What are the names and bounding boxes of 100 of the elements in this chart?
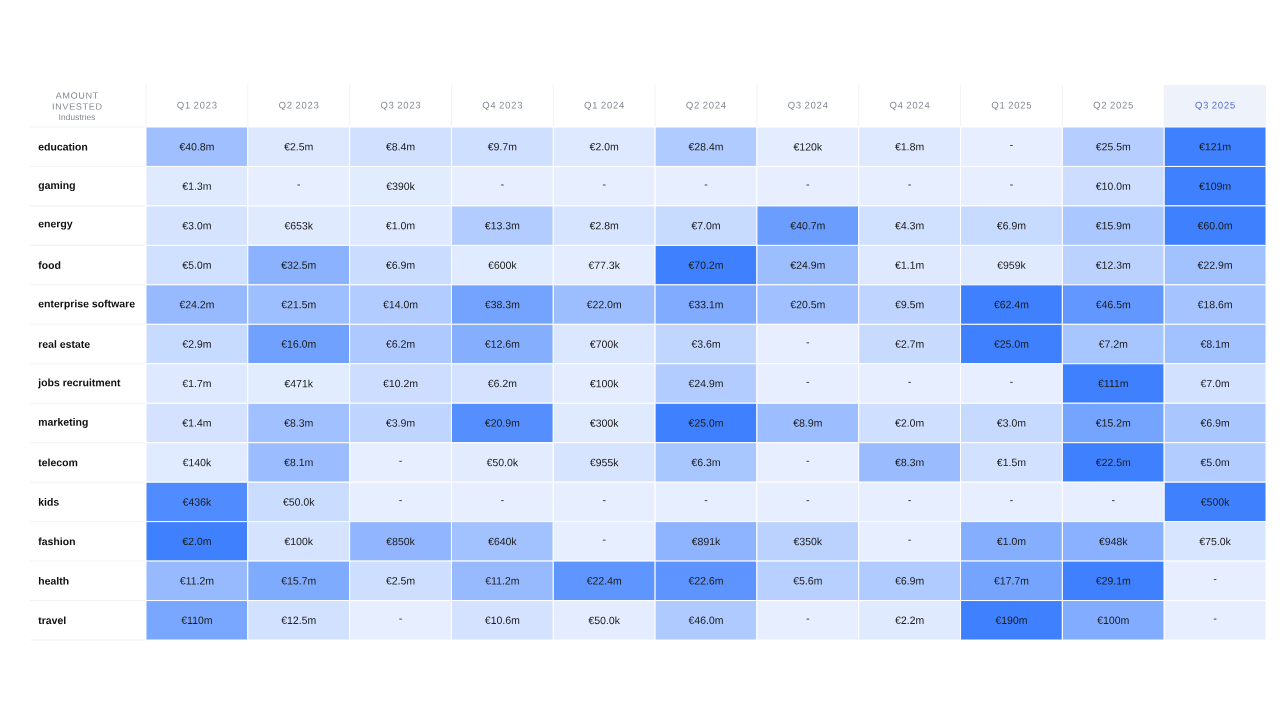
data-label: €2.8m — [589, 221, 619, 230]
data-label: €3.0m — [182, 221, 211, 230]
x-tick-label: Q4 2023 — [482, 101, 523, 111]
y-tick-label: education — [38, 142, 88, 151]
data-label: €21.5m — [281, 300, 316, 309]
y-tick-label: marketing — [38, 418, 88, 428]
text: - — [602, 539, 606, 541]
data-label: €40.8m — [179, 143, 214, 151]
data-label: €62.4m — [994, 300, 1029, 309]
data-label: €33.1m — [688, 300, 723, 309]
x-tick-label: Q2 2024 — [686, 101, 726, 111]
text: - — [1010, 145, 1013, 146]
data-label: €46.5m — [1095, 300, 1131, 309]
data-label: €12.3m — [1095, 261, 1131, 269]
data-label: €25.5m — [1095, 143, 1131, 151]
text: - — [806, 500, 810, 502]
data-label: €13.3m — [484, 221, 520, 230]
y-tick-label: gaming — [38, 181, 75, 192]
text: - — [399, 460, 402, 462]
data-label: €8.4m — [386, 143, 415, 151]
y-tick-label: telecom — [38, 458, 78, 467]
data-label: €390k — [386, 182, 415, 191]
data-label: €32.5m — [281, 261, 316, 269]
data-label: €8.3m — [895, 458, 924, 467]
data-label: €3.9m — [386, 419, 415, 427]
data-label: €12.6m — [484, 340, 520, 348]
data-label: €2.7m — [895, 340, 924, 348]
data-label: €15.2m — [1095, 419, 1131, 427]
data-label: €6.9m — [386, 261, 415, 269]
x-tick-label: Q3 2024 — [788, 101, 828, 111]
data-label: €1.1m — [895, 261, 924, 269]
data-label: €500k — [1200, 498, 1230, 506]
data-label: €100m — [1097, 616, 1129, 624]
data-label: €2.0m — [182, 537, 211, 546]
data-label: €24.2m — [179, 300, 214, 309]
x-tick-label: Q1 2024 — [584, 101, 625, 111]
data-label: €955k — [589, 458, 619, 467]
text: - — [1213, 579, 1217, 581]
data-label: €15.7m — [281, 577, 316, 585]
data-label: €20.5m — [790, 300, 825, 309]
data-label: €111m — [1098, 379, 1128, 388]
data-label: €5.0m — [182, 261, 211, 269]
data-label: €8.9m — [793, 419, 822, 427]
text: - — [806, 381, 810, 383]
data-label: €15.9m — [1095, 221, 1131, 230]
x-tick-label: Q3 2023 — [380, 101, 421, 111]
text: - — [704, 184, 708, 186]
data-label: €8.1m — [284, 458, 313, 467]
data-label: €10.2m — [383, 379, 418, 388]
data-label: €22.0m — [586, 300, 621, 309]
data-label: €8.3m — [284, 419, 313, 427]
text: - — [399, 500, 402, 502]
x-tick-label: Q3 2025 — [1195, 101, 1235, 111]
data-label: €700k — [589, 340, 619, 348]
data-label: €891k — [691, 537, 721, 546]
data-label: €959k — [997, 261, 1026, 269]
data-label: €22.4m — [586, 577, 621, 585]
data-label: €22.6m — [688, 577, 723, 585]
data-label: €50.0k — [588, 616, 620, 625]
data-label: €25.0m — [688, 419, 723, 427]
data-label: €7.0m — [1200, 379, 1229, 388]
text: - — [1111, 500, 1115, 502]
data-label: €60.0m — [1197, 221, 1232, 230]
y-tick-label: real estate — [38, 340, 90, 348]
data-label: €1.0m — [386, 221, 415, 230]
data-label: €4.3m — [895, 221, 924, 230]
data-label: €40.7m — [790, 221, 825, 230]
data-label: €5.0m — [1200, 458, 1229, 467]
data-label: €22.9m — [1197, 261, 1232, 269]
data-label: €75.0k — [1199, 537, 1231, 546]
x-tick-label: Q2 2025 — [1093, 101, 1133, 111]
data-label: €29.1m — [1095, 577, 1131, 585]
text: - — [908, 381, 911, 383]
data-label: €11.2m — [485, 577, 519, 585]
x-tick-label: Q1 2025 — [991, 101, 1032, 111]
text: - — [1010, 184, 1013, 186]
text: - — [1010, 381, 1013, 383]
data-label: €2.5m — [386, 577, 415, 585]
text: - — [399, 618, 402, 620]
data-label: €3.0m — [996, 419, 1026, 427]
y-tick-label: food — [38, 261, 61, 269]
text: - — [908, 500, 911, 502]
data-label: €24.9m — [688, 379, 723, 388]
data-label: €50.0k — [283, 498, 315, 506]
data-label: €6.2m — [386, 340, 415, 348]
data-label: €10.0m — [1095, 182, 1131, 190]
data-label: €300k — [589, 419, 619, 427]
data-label: €25.0m — [994, 340, 1029, 348]
data-label: €10.6m — [484, 616, 520, 624]
data-label: €120k — [793, 142, 823, 151]
data-label: €1.8m — [895, 143, 924, 151]
data-label: €70.2m — [688, 261, 723, 269]
data-label: €12.5m — [281, 616, 316, 624]
x-tick-label: Q4 2024 — [889, 101, 930, 111]
text: - — [602, 500, 606, 502]
y-axis-title: Industries — [59, 113, 96, 121]
data-label: €14.0m — [383, 300, 418, 309]
text: - — [704, 500, 708, 502]
text: - — [806, 618, 810, 620]
data-label: €28.4m — [688, 143, 723, 151]
